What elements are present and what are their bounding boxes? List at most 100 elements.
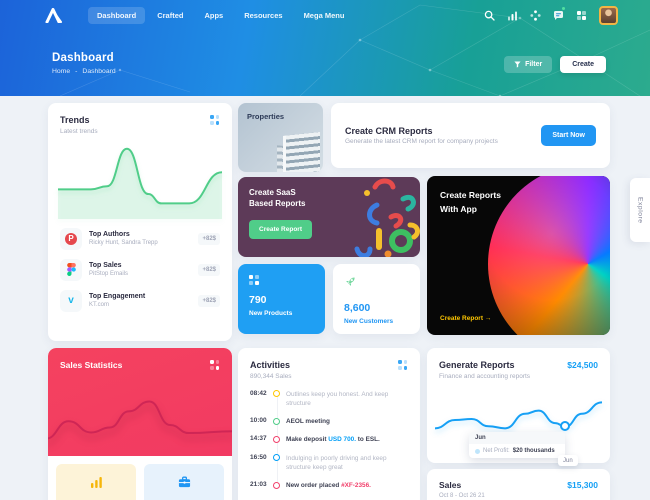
sales-summary-dates: Oct 8 - Oct 26 21 xyxy=(439,493,485,499)
chart-tooltip: Jun Net Profit: $20 thousands xyxy=(469,432,565,458)
crm-subtitle: Generate the latest CRM report for compa… xyxy=(345,138,498,146)
generate-reports-card: Generate Reports Finance and accounting … xyxy=(427,348,610,466)
bar-chart-icon[interactable] xyxy=(507,10,518,21)
doodle-decoration xyxy=(354,178,420,257)
card-menu-icon[interactable] xyxy=(210,360,220,370)
activity-dot xyxy=(273,454,280,462)
new-products-kpi-card[interactable]: 790 New Products xyxy=(238,264,325,334)
breadcrumb: Home - Dashboard xyxy=(52,68,116,75)
crm-reports-card: Create CRM Reports Generate the latest C… xyxy=(331,103,610,168)
reports-chart xyxy=(435,394,602,446)
crm-title: Create CRM Reports xyxy=(345,125,433,136)
activities-card: Activities 890,344 Sales 08:42 Outlines … xyxy=(238,348,420,500)
briefcase-icon xyxy=(178,476,190,488)
user-avatar[interactable] xyxy=(599,5,618,25)
item-subtitle: Ricky Hunt, Sandra Trepp xyxy=(89,239,158,246)
activity-item: 16:50 Indulging in poorly driving and ke… xyxy=(250,453,387,471)
card-menu-icon[interactable] xyxy=(210,115,220,125)
sales-summary-amount: $15,300 xyxy=(567,480,598,490)
activity-dot xyxy=(273,481,280,489)
weekly-sales-tile[interactable]: Weekly Sales xyxy=(56,464,136,500)
trends-title: Trends xyxy=(60,115,90,125)
activity-time: 16:50 xyxy=(250,453,267,461)
tooltip-label: Net Profit: xyxy=(483,448,510,454)
activity-item: 14:37 Make deposit USD 700. to ESL. xyxy=(250,435,380,444)
header-background xyxy=(0,0,650,96)
breadcrumb-separator: - xyxy=(75,68,78,75)
generate-reports-subtitle: Finance and accounting reports xyxy=(439,372,531,380)
activity-dot xyxy=(273,417,280,425)
new-projects-tile[interactable]: New Projects xyxy=(144,464,224,500)
rocket-icon xyxy=(346,277,355,286)
bars-icon xyxy=(90,477,102,488)
trends-card: Trends Latest trends P Top Authors Ricky… xyxy=(48,103,232,341)
notification-dot xyxy=(561,6,565,10)
funnel-icon xyxy=(514,61,521,68)
create-report-button[interactable]: Create Report xyxy=(249,219,312,239)
nav-item-apps[interactable]: Apps xyxy=(204,10,224,20)
nav-item-resources[interactable]: Resources xyxy=(244,10,283,20)
item-subtitle: KT.com xyxy=(89,301,110,308)
activity-timeline: 08:42 Outlines keep you honest. And keep… xyxy=(250,390,408,491)
saas-title: Create SaaS Based Reports xyxy=(249,188,306,208)
item-title: Top Authors xyxy=(89,231,130,239)
nav-item-mega-menu[interactable]: Mega Menu xyxy=(303,10,345,20)
app-reports-title: Create Reports With App xyxy=(440,190,501,214)
search-icon[interactable] xyxy=(484,10,495,21)
chat-icon[interactable] xyxy=(553,6,565,21)
item-title: Top Sales xyxy=(89,262,122,270)
axis-label: Jun xyxy=(558,455,578,466)
planet-image xyxy=(488,176,610,335)
explore-tab[interactable]: Explore xyxy=(630,178,650,242)
nav-item-dashboard[interactable]: Dashboard xyxy=(88,6,146,24)
breadcrumb-current: Dashboard xyxy=(82,68,116,75)
list-item[interactable]: P Top Authors Ricky Hunt, Sandra Trepp +… xyxy=(60,227,220,250)
header-actions: Filter Create xyxy=(504,56,606,73)
customers-value: 8,600 xyxy=(344,302,371,314)
activity-time: 14:37 xyxy=(250,435,267,443)
brand-logo-icon[interactable] xyxy=(44,7,64,23)
figma-icon xyxy=(60,258,82,281)
grid-icon xyxy=(249,275,259,285)
filter-button[interactable]: Filter xyxy=(504,56,553,73)
page-header: Dashboard Home - Dashboard xyxy=(52,52,116,75)
sales-statistics-chart xyxy=(48,394,232,456)
create-button[interactable]: Create xyxy=(560,56,606,73)
item-title: Top Engagement xyxy=(89,293,146,301)
activities-subtitle: 890,344 Sales xyxy=(250,372,292,380)
activity-link[interactable]: #XF-2356. xyxy=(341,482,371,490)
card-menu-icon[interactable] xyxy=(398,360,408,370)
properties-card[interactable]: Properties xyxy=(238,103,323,172)
activity-link[interactable]: USD 700. xyxy=(328,436,356,444)
customers-label: New Customers xyxy=(344,318,394,325)
nav-item-crafted[interactable]: Crafted xyxy=(157,10,184,20)
new-customers-kpi-card[interactable]: 8,600 New Customers xyxy=(333,264,420,334)
activity-item: 21:03 New order placed #XF-2356. xyxy=(250,481,371,490)
activity-time: 08:42 xyxy=(250,389,267,397)
activity-dot xyxy=(273,390,280,397)
list-item[interactable]: v Top Engagement KT.com +82$ xyxy=(60,289,220,312)
start-now-button[interactable]: Start Now xyxy=(541,125,596,146)
sales-summary-title: Sales xyxy=(439,480,462,490)
navbar-actions xyxy=(484,5,650,25)
sales-statistics-title: Sales Statistics xyxy=(60,360,123,370)
list-item[interactable]: Top Sales PitStop Emails +82$ xyxy=(60,258,220,281)
create-report-link[interactable]: Create Report → xyxy=(440,315,492,322)
grid-icon[interactable] xyxy=(576,10,587,21)
producthunt-icon: P xyxy=(60,227,82,250)
app-reports-card: Create Reports With App Create Report → xyxy=(427,176,610,335)
activity-time: 21:03 xyxy=(250,481,267,489)
activities-title: Activities xyxy=(250,360,291,370)
products-label: New Products xyxy=(249,310,293,317)
net-profit-amount: $24,500 xyxy=(567,360,598,370)
page-title: Dashboard xyxy=(52,52,114,64)
item-subtitle: PitStop Emails xyxy=(89,270,129,277)
saas-reports-card: Create SaaS Based Reports Create Report xyxy=(238,177,420,257)
top-navbar: Dashboard Crafted Apps Resources Mega Me… xyxy=(0,0,650,30)
trends-list: P Top Authors Ricky Hunt, Sandra Trepp +… xyxy=(60,227,220,312)
activity-time: 10:00 xyxy=(250,417,267,425)
breadcrumb-home[interactable]: Home xyxy=(52,68,71,75)
vimeo-icon: v xyxy=(60,289,82,312)
dots-cluster-icon[interactable] xyxy=(530,9,541,21)
